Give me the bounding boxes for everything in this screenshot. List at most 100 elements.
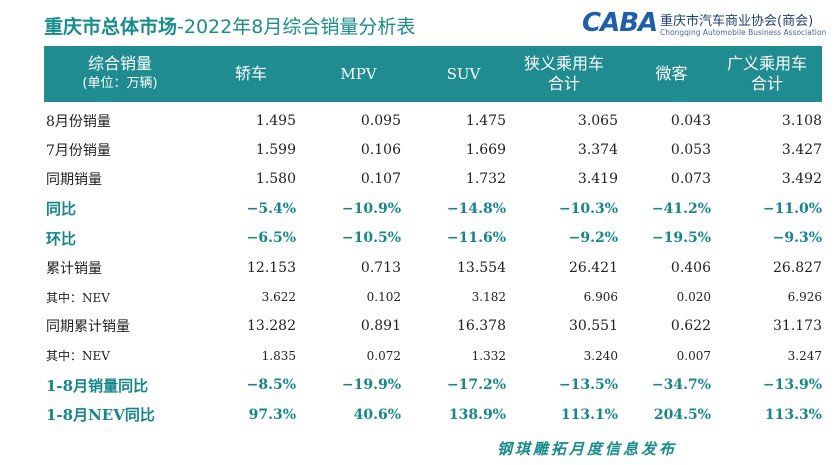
table-row: 其中：NEV 1.835 0.072 1.332 3.240 0.007 3.2… (44, 341, 822, 370)
cell-value: 3.240 (583, 348, 618, 363)
publisher-footer: 钢琪雕拓月度信息发布 (497, 440, 678, 458)
table-row: 同比 −5.4% −10.9% −14.8% −10.3% −41.2% −11… (44, 194, 822, 223)
cell-value: 0.053 (670, 142, 711, 159)
cell-value: 1.835 (261, 348, 296, 363)
cell-value: −10.9% (341, 200, 401, 217)
cell-value: 26.421 (569, 259, 618, 276)
table-row: 其中：NEV 3.622 0.102 3.182 6.906 0.020 6.9… (44, 282, 822, 311)
cell-value: 0.713 (360, 259, 401, 276)
cell-value: −10.3% (558, 200, 618, 217)
cell-value: 3.427 (781, 142, 822, 159)
header-col-suv-label: SUV (446, 65, 481, 83)
header-col-narrow-total: 狭义乘用车 合计 (504, 46, 624, 102)
cell-value: 0.043 (670, 112, 711, 129)
cell-value: 40.6% (353, 406, 401, 423)
cell-value: 0.891 (360, 318, 401, 335)
cell-value: 3.247 (787, 348, 822, 363)
row-label: 环比 (46, 229, 77, 248)
cell-value: 0.406 (670, 259, 711, 276)
cell-value: 138.9% (448, 406, 506, 423)
page-title-rest: -2022年8月综合销量分析表 (177, 16, 416, 38)
cell-value: 3.622 (261, 290, 296, 305)
cell-value: 1.599 (255, 142, 296, 159)
table-header: 综合销量 (单位：万辆) 轿车 MPV SUV 狭义乘用车 合计 微客 广义乘用… (44, 46, 822, 102)
table-row: 8月份销量 1.495 0.095 1.475 3.065 0.043 3.10… (44, 106, 822, 135)
header-label-cell: 综合销量 (单位：万辆) (44, 46, 196, 102)
sales-table: 8月份销量 1.495 0.095 1.475 3.065 0.043 3.10… (44, 106, 822, 429)
row-label: 其中：NEV (46, 290, 110, 305)
cell-value: 30.551 (569, 318, 618, 335)
header-col-suv: SUV (411, 46, 516, 102)
cell-value: 3.182 (471, 290, 506, 305)
cell-value: −19.9% (341, 377, 401, 394)
cell-value: 16.378 (457, 318, 506, 335)
logo-name-en: Chongqing Automobile Business Associatio… (660, 28, 827, 37)
logo-name-cn: 重庆市汽车商业协会(商会) (660, 14, 814, 29)
cell-value: −14.8% (446, 200, 506, 217)
cell-value: 0.020 (676, 290, 711, 305)
cell-value: 0.095 (360, 112, 401, 129)
row-label: 累计销量 (46, 260, 102, 277)
caba-logo-mark: CABA (582, 8, 658, 38)
header-col-minivan: 微客 (624, 46, 719, 102)
cell-value: −9.3% (772, 230, 822, 247)
cell-value: 3.374 (577, 142, 618, 159)
cell-value: 0.073 (670, 171, 711, 188)
header-col-broad-total-line2: 合计 (750, 74, 783, 93)
cell-value: −34.7% (651, 377, 711, 394)
cell-value: 1.495 (255, 112, 296, 129)
cell-value: −13.9% (762, 377, 822, 394)
cell-value: 3.065 (577, 112, 618, 129)
row-label: 1-8月NEV同比 (46, 406, 155, 425)
row-label: 同期销量 (46, 172, 102, 189)
table-row: 累计销量 12.153 0.713 13.554 26.421 0.406 26… (44, 253, 822, 282)
header-col-broad-total-line1: 广义乘用车 (726, 54, 807, 73)
cell-value: 204.5% (653, 406, 711, 423)
cell-value: 0.072 (366, 348, 401, 363)
cell-value: 97.3% (248, 406, 296, 423)
cell-value: 3.419 (577, 171, 618, 188)
row-label: 1-8月销量同比 (46, 376, 149, 395)
cell-value: −13.5% (558, 377, 618, 394)
cell-value: 1.669 (465, 142, 506, 159)
title-bar: 重庆市总体市场-2022年8月综合销量分析表 CABA 重庆市汽车商业协会(商会… (0, 0, 835, 46)
header-col-minivan-label: 微客 (655, 64, 688, 83)
header-col-broad-total: 广义乘用车 合计 (712, 46, 822, 102)
cell-value: −9.2% (568, 230, 618, 247)
cell-value: 0.107 (360, 171, 401, 188)
cell-value: 6.906 (583, 290, 618, 305)
table-row: 环比 −6.5% −10.5% −11.6% −9.2% −19.5% −9.3… (44, 224, 822, 253)
header-col-sedan-label: 轿车 (234, 64, 267, 83)
cell-value: −6.5% (246, 230, 296, 247)
caba-logo: CABA 重庆市汽车商业协会(商会) Chongqing Automobile … (582, 8, 826, 40)
header-col-sedan: 轿车 (196, 46, 306, 102)
cell-value: −11.0% (762, 200, 822, 217)
cell-value: 1.332 (471, 348, 506, 363)
page-title-bold: 重庆市总体市场 (44, 16, 178, 38)
cell-value: −19.5% (651, 230, 711, 247)
row-label: 其中：NEV (46, 349, 110, 364)
table-row: 同期销量 1.580 0.107 1.732 3.419 0.073 3.492 (44, 165, 822, 194)
cell-value: 6.926 (787, 290, 822, 305)
header-col-narrow-total-line1: 狭义乘用车 (523, 54, 604, 73)
cell-value: 0.622 (670, 318, 711, 335)
cell-value: 12.153 (247, 259, 296, 276)
cell-value: −17.2% (446, 377, 506, 394)
cell-value: 113.3% (764, 406, 822, 423)
cell-value: 31.173 (773, 318, 822, 335)
table-row: 1-8月销量同比 −8.5% −19.9% −17.2% −13.5% −34.… (44, 371, 822, 400)
table-row: 1-8月NEV同比 97.3% 40.6% 138.9% 113.1% 204.… (44, 400, 822, 429)
cell-value: 3.492 (781, 171, 822, 188)
cell-value: 113.1% (560, 406, 618, 423)
cell-value: −5.4% (246, 200, 296, 217)
cell-value: 13.554 (457, 259, 506, 276)
cell-value: 26.827 (773, 259, 822, 276)
cell-value: −11.6% (446, 230, 506, 247)
cell-value: −8.5% (246, 377, 296, 394)
header-col-mpv-label: MPV (340, 65, 377, 83)
cell-value: 1.475 (465, 112, 506, 129)
page-title: 重庆市总体市场-2022年8月综合销量分析表 (44, 12, 415, 39)
header-col-mpv: MPV (306, 46, 411, 102)
cell-value: 3.108 (781, 112, 822, 129)
header-label-line1: 综合销量 (87, 54, 152, 73)
